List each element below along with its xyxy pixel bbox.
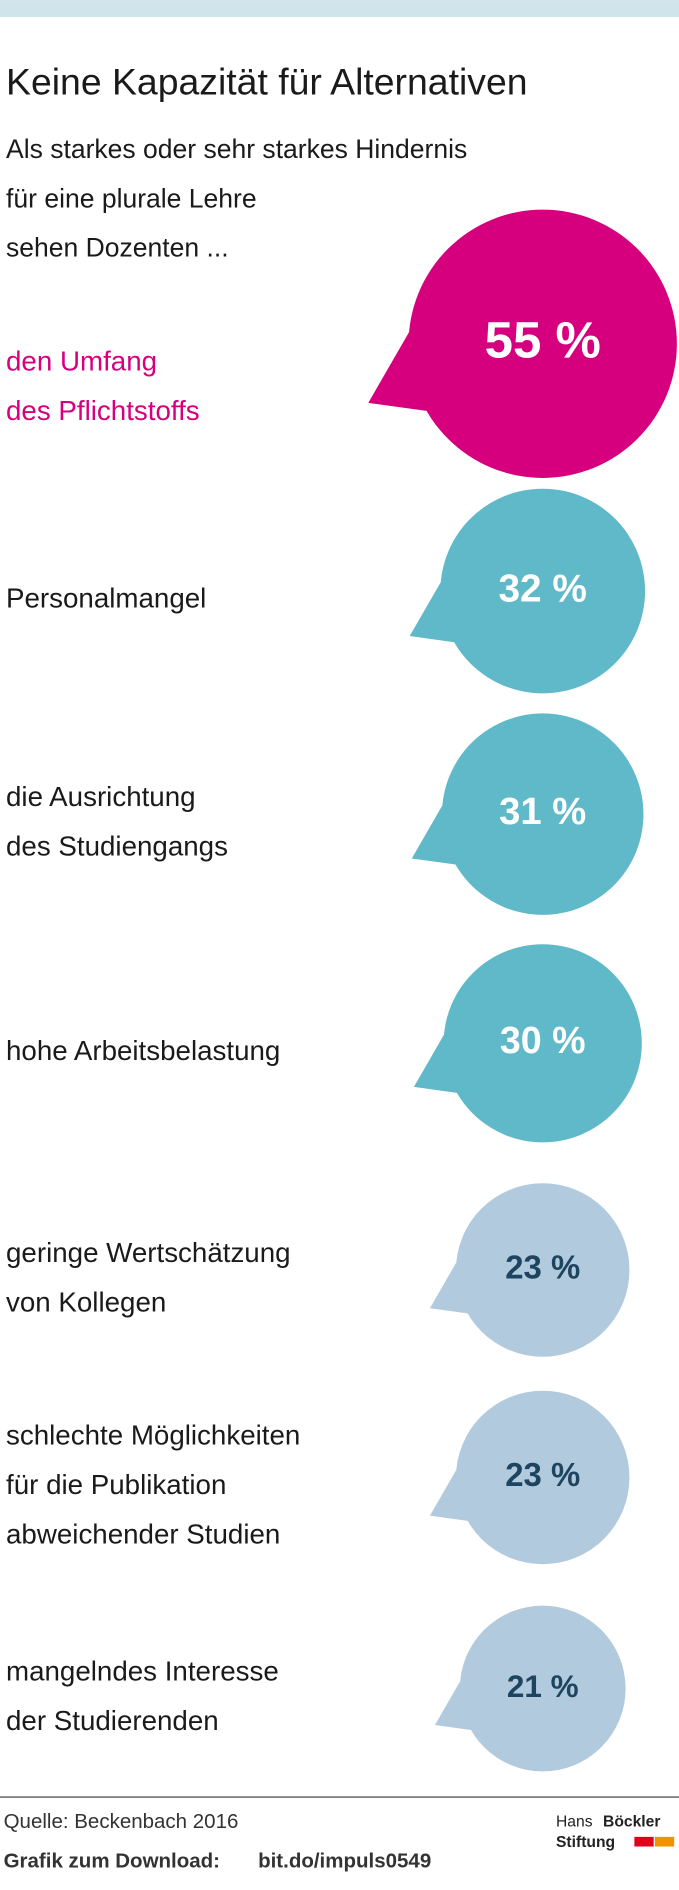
category-label: den Umfang des Pflichtstoffs bbox=[6, 346, 200, 426]
chart-title: Keine Kapazität für Alternativen bbox=[6, 60, 527, 102]
download-url: bit.do/impuls0549 bbox=[258, 1850, 431, 1873]
logo-square bbox=[634, 1836, 654, 1847]
bubble bbox=[443, 944, 642, 1143]
category-label: Personalmangel bbox=[6, 583, 206, 614]
source: Quelle: Beckenbach 2016 bbox=[4, 1810, 239, 1833]
value-label: 23 % bbox=[505, 1456, 580, 1493]
logo-text: Böckler bbox=[603, 1814, 660, 1831]
category-label: schlechte Möglichkeiten für die Publikati… bbox=[6, 1420, 300, 1550]
chart-subtitle: Als starkes oder sehr starkes Hindernis f… bbox=[6, 134, 467, 263]
bubble bbox=[408, 209, 677, 478]
value-label: 31 % bbox=[499, 790, 586, 833]
bubble bbox=[440, 488, 646, 694]
logo-text: Stiftung bbox=[556, 1834, 615, 1851]
bubble bbox=[441, 713, 644, 915]
logo-text: Hans bbox=[556, 1814, 593, 1831]
bubble bbox=[455, 1390, 630, 1565]
logo-square bbox=[654, 1836, 675, 1847]
category-label: geringe Wertschätzung von Kollegen bbox=[6, 1237, 291, 1317]
top-bar bbox=[0, 0, 679, 17]
bubble bbox=[459, 1605, 626, 1772]
category-label: die Ausrichtung des Studiengangs bbox=[6, 781, 228, 861]
value-label: 21 % bbox=[507, 1669, 579, 1704]
download-label: Grafik zum Download: bbox=[4, 1850, 220, 1873]
bubble bbox=[455, 1183, 630, 1357]
category-label: mangelndes Interesse der Studierenden bbox=[6, 1656, 279, 1736]
value-label: 32 % bbox=[498, 567, 587, 610]
category-label: hohe Arbeitsbelastung bbox=[6, 1035, 280, 1066]
value-label: 55 % bbox=[485, 311, 601, 368]
value-label: 23 % bbox=[505, 1249, 580, 1286]
value-label: 30 % bbox=[500, 1019, 586, 1061]
